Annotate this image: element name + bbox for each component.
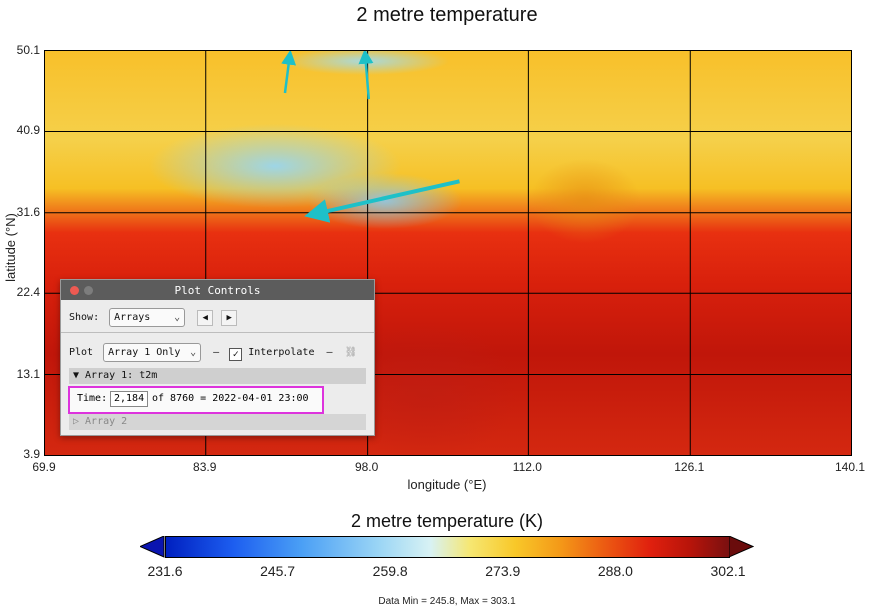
chart-title: 2 metre temperature [356,4,538,26]
plot-row: Plot Array 1 Only ⌄ — ✓ Interpolate — ⛓ [69,343,357,362]
minimize-icon[interactable] [84,286,93,295]
colorbar-tick-label: 231.6 [147,563,183,579]
x-tick-label: 69.9 [32,460,56,474]
x-axis-label: longitude (°E) [407,477,487,492]
colorbar-tick-label: 245.7 [260,563,296,579]
colorbar-over-arrow [729,536,754,558]
y-axis-label: latitude (°N) [2,213,18,282]
y-tick-label: 3.9 [23,447,40,461]
interpolate-checkbox[interactable]: ✓ [229,348,243,361]
next-button[interactable]: ▶ [221,310,238,326]
y-tick-label: 50.1 [16,43,40,57]
array-2-section-header[interactable]: ▷ Array 2 [69,414,366,430]
colorbar-tick-label: 288.0 [597,563,633,579]
y-tick-label: 40.9 [16,123,40,138]
time-step-input[interactable]: 2,184 [110,391,149,407]
link-icon[interactable]: ⛓ [344,347,358,358]
y-tick-label: 31.6 [16,204,40,219]
close-icon[interactable] [70,286,79,295]
x-tick-label: 83.9 [193,460,217,474]
colorbar-tick-label: 259.8 [372,563,408,579]
show-row: Show: Arrays ⌄ ◀ ▶ [69,308,238,327]
wind-arrow [358,51,374,100]
plot-controls-titlebar[interactable]: Plot Controls [61,280,374,300]
array-1-header-label: ▼ Array 1: t2m [73,370,158,381]
array-1-section-header[interactable]: ▼ Array 1: t2m [69,368,366,384]
x-tick-label: 112.0 [512,460,542,474]
colorbar-title: 2 metre temperature (K) [350,511,544,531]
colorbar-under-arrow [140,536,165,558]
chevron-down-icon: ⌄ [174,312,181,323]
previous-button[interactable]: ◀ [197,310,214,326]
time-highlight-box: Time: 2,184 of 8760 = 2022-04-01 23:00 [68,386,324,414]
divider [61,332,374,333]
colorbar-tick-label: 302.1 [710,563,746,579]
y-tick-label: 13.1 [16,366,40,381]
show-label: Show: [69,312,100,323]
interpolate-label: Interpolate [248,347,315,358]
y-tick-label: 22.4 [16,285,40,300]
wind-arrow [304,179,460,223]
plot-select-value: Array 1 Only [108,347,181,358]
data-stats: Data Min = 245.8, Max = 303.1 [378,596,516,607]
plot-select[interactable]: Array 1 Only ⌄ [103,343,202,362]
show-select-value: Arrays [114,312,151,323]
separator-dash: — [326,347,333,358]
array-2-header-label: ▷ Array 2 [73,416,128,427]
chevron-down-icon: ⌄ [190,347,197,358]
time-readout: of 8760 = 2022-04-01 23:00 [152,393,309,404]
x-tick-label: 126.1 [674,460,705,474]
time-label: Time: [77,393,108,404]
separator-dash: — [213,347,220,358]
colorbar [165,536,730,558]
plot-controls-title: Plot Controls [174,284,261,297]
wind-arrow [281,51,297,94]
x-tick-label: 98.0 [354,460,379,474]
plot-label: Plot [69,347,94,358]
show-select[interactable]: Arrays ⌄ [109,308,186,327]
colorbar-tick-label: 273.9 [485,563,521,579]
x-tick-label: 140.1 [834,460,866,474]
